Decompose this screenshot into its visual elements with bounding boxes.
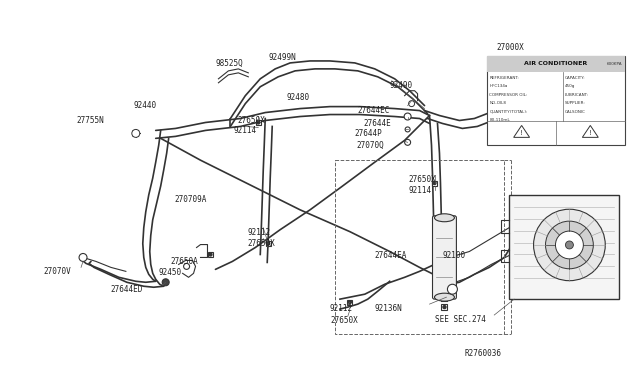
Bar [348, 299, 353, 305]
Text: 92490: 92490 [390, 81, 413, 90]
Text: 27650X: 27650X [408, 175, 436, 184]
Text: ND-OIL8: ND-OIL8 [489, 101, 506, 105]
Ellipse shape [435, 214, 454, 222]
Text: 92114: 92114 [408, 186, 432, 195]
Bar [266, 241, 271, 246]
Text: 92112: 92112 [330, 304, 353, 313]
Text: 27650X: 27650X [330, 316, 358, 325]
Text: 600KPA: 600KPA [607, 62, 623, 66]
Circle shape [433, 182, 436, 185]
Text: LUBRICANT:: LUBRICANT: [565, 93, 589, 97]
Bar [487, 56, 625, 72]
Text: SEE SEC.274: SEE SEC.274 [435, 315, 485, 324]
Text: 27070V: 27070V [44, 267, 71, 276]
Circle shape [184, 263, 189, 269]
Circle shape [534, 209, 605, 281]
Text: HFC134a: HFC134a [489, 84, 508, 88]
Text: 92480: 92480 [286, 93, 309, 102]
Text: SUPPLIER:: SUPPLIER: [565, 101, 586, 105]
Text: !: ! [589, 131, 592, 137]
Text: 270709A: 270709A [175, 195, 207, 204]
Circle shape [404, 140, 411, 145]
Text: 27644ED: 27644ED [111, 285, 143, 294]
Text: CALSONIC: CALSONIC [565, 110, 586, 113]
Text: 92499N: 92499N [268, 53, 296, 62]
Text: AIR CONDITIONER: AIR CONDITIONER [524, 61, 588, 67]
Circle shape [408, 101, 415, 107]
Circle shape [545, 221, 593, 269]
Text: R2760036: R2760036 [465, 349, 501, 358]
Polygon shape [514, 125, 529, 137]
Bar [256, 120, 260, 125]
Text: QUANTITY(TOTAL):: QUANTITY(TOTAL): [489, 110, 527, 113]
Text: 92440: 92440 [134, 101, 157, 110]
Text: 80-110mL: 80-110mL [489, 118, 510, 122]
Bar [335, 160, 504, 334]
Text: 92112: 92112 [247, 228, 271, 237]
Text: COMPRESSOR OIL:: COMPRESSOR OIL: [489, 93, 527, 97]
Text: !: ! [520, 131, 523, 137]
Circle shape [162, 279, 169, 286]
Text: 27644P: 27644P [355, 129, 383, 138]
FancyBboxPatch shape [433, 216, 456, 299]
Text: 27644EC: 27644EC [358, 106, 390, 115]
Text: CAPACITY:: CAPACITY: [565, 76, 586, 80]
Text: 98525Q: 98525Q [216, 59, 243, 68]
Text: 27650X: 27650X [247, 238, 275, 248]
Text: 92100: 92100 [442, 250, 465, 260]
Circle shape [267, 242, 269, 245]
Bar [432, 180, 437, 186]
Text: 27070Q: 27070Q [357, 141, 385, 150]
Bar [487, 56, 625, 145]
Circle shape [556, 231, 583, 259]
Circle shape [565, 241, 573, 249]
Ellipse shape [435, 293, 454, 301]
Circle shape [348, 301, 351, 304]
Circle shape [257, 121, 260, 124]
Text: 27644EA: 27644EA [375, 250, 407, 260]
Text: 27644E: 27644E [364, 119, 392, 128]
Text: 27650A: 27650A [171, 257, 198, 266]
Bar [509, 195, 619, 299]
Circle shape [209, 253, 212, 256]
Text: 27650X: 27650X [237, 116, 265, 125]
Text: 27755N: 27755N [76, 116, 104, 125]
Circle shape [404, 113, 411, 120]
Polygon shape [582, 125, 598, 137]
Text: 92136N: 92136N [375, 304, 403, 313]
Circle shape [79, 253, 87, 262]
Text: 92114: 92114 [234, 126, 257, 135]
Circle shape [132, 129, 140, 137]
Text: REFRIGERANT:: REFRIGERANT: [489, 76, 519, 80]
Text: 27000X: 27000X [496, 43, 524, 52]
Text: 450g: 450g [565, 84, 575, 88]
Circle shape [443, 306, 446, 309]
Bar [208, 252, 213, 257]
Text: 92450: 92450 [159, 268, 182, 278]
Circle shape [447, 284, 458, 294]
Bar [442, 304, 447, 310]
Circle shape [405, 127, 410, 132]
